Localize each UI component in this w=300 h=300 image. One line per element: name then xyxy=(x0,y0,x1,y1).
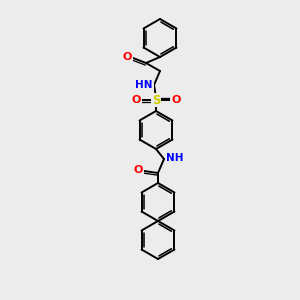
Text: NH: NH xyxy=(166,153,184,163)
Text: HN: HN xyxy=(135,80,153,90)
Text: O: O xyxy=(122,52,132,62)
Text: O: O xyxy=(133,165,143,175)
Text: O: O xyxy=(171,95,181,105)
Text: S: S xyxy=(152,94,160,106)
Text: O: O xyxy=(131,95,141,105)
